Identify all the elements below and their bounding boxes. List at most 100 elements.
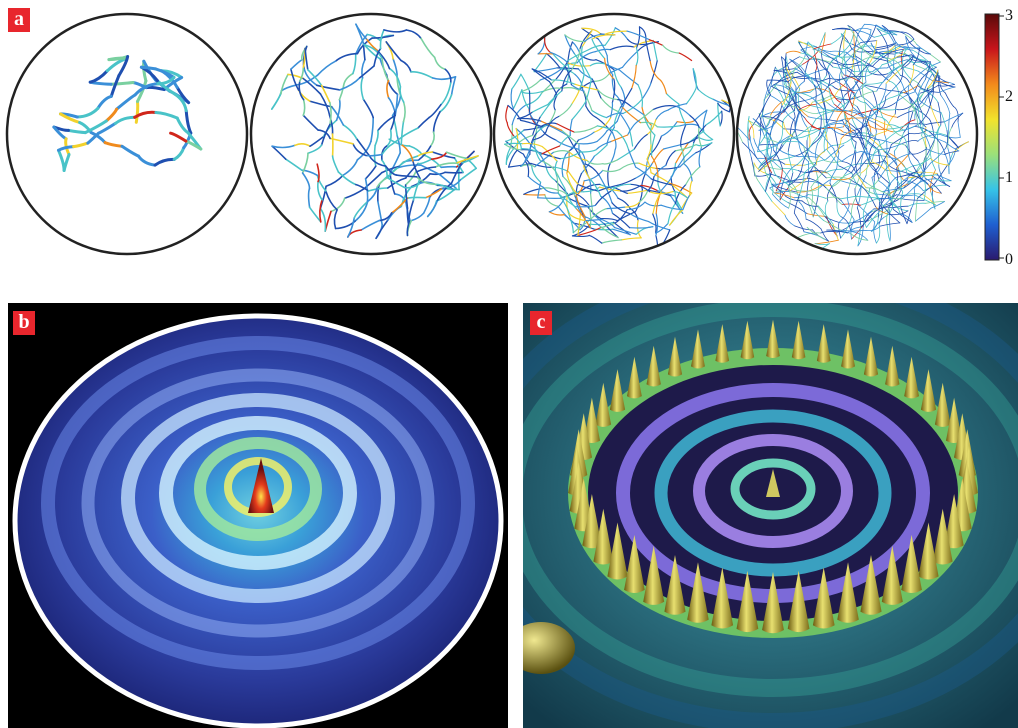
trajectory-segment [894, 91, 916, 104]
trajectory-segment [818, 61, 830, 73]
trajectory-segment [373, 47, 382, 67]
trajectory-segment [356, 140, 372, 161]
trajectory-segment [873, 122, 894, 133]
trajectory-segment [798, 141, 813, 154]
trajectory-segment [758, 121, 777, 131]
trajectory-segment [564, 191, 585, 198]
trajectory-segment [839, 74, 859, 81]
trajectory-segment [850, 195, 858, 218]
trajectory-segment [836, 152, 840, 169]
trajectory-segment [631, 64, 637, 90]
trajectory-segment [398, 155, 419, 168]
trajectory-segment [650, 172, 671, 185]
trajectory-segment [892, 126, 915, 133]
trajectory-segment [926, 148, 946, 155]
trajectory-segment [633, 133, 648, 150]
trajectory-segment [758, 130, 768, 146]
trajectory-segment [852, 141, 857, 161]
trajectory-segment [627, 119, 640, 136]
trajectory-segment [366, 186, 379, 203]
trajectory-segment [541, 187, 559, 191]
trajectory-segment [342, 72, 354, 87]
trajectory-segment [620, 86, 626, 103]
trajectory-segment [589, 62, 606, 67]
trajectory-segment [851, 48, 867, 53]
trajectory-segment [325, 190, 338, 211]
trajectory-segment [906, 174, 929, 185]
trajectory-segment [674, 143, 689, 164]
trajectory-segment [788, 64, 803, 74]
trajectory-segment [852, 106, 874, 120]
panel-a: 3 2 1 0 a [0, 0, 1018, 270]
trajectory-segment [604, 63, 620, 71]
trajectory-segment [847, 25, 860, 38]
trajectory-segment [808, 161, 810, 179]
trajectory-segment [86, 131, 100, 145]
trajectory-segment [585, 105, 597, 118]
trajectory-segment [595, 141, 612, 151]
trajectory-segment [809, 178, 827, 189]
trajectory-segment [335, 98, 341, 121]
trajectory-segment [844, 117, 866, 120]
trajectory-segment [799, 172, 805, 195]
trajectory-segment [674, 195, 683, 210]
adatom-spike [593, 508, 614, 565]
trajectory-segment [537, 197, 561, 199]
trajectory-segment [838, 122, 856, 131]
trajectory-segment [387, 97, 396, 113]
trajectory-segment [869, 40, 878, 64]
trajectory-segment [520, 79, 541, 93]
trajectory-segment [611, 78, 616, 104]
trajectory-segment [900, 213, 913, 223]
trajectory-segment [944, 141, 960, 152]
trajectory-segment [621, 50, 639, 68]
adatom-spike [901, 534, 922, 593]
trajectory-segment [903, 175, 920, 189]
trajectory-segment [614, 27, 629, 40]
trajectory-segment [839, 71, 842, 88]
trajectory-segment [823, 220, 842, 231]
trajectory-segment [605, 187, 613, 204]
trajectory-segment [570, 84, 585, 92]
trajectory-segment [766, 132, 774, 151]
trajectory-segment [888, 90, 908, 94]
trajectory-segment [510, 88, 514, 110]
trajectory-segment [883, 177, 897, 194]
trajectory-segment [827, 103, 844, 112]
trajectory-segment [640, 184, 659, 192]
trajectory-segment [649, 124, 653, 146]
trajectory-segment [846, 186, 850, 207]
trajectory-segment [919, 162, 931, 177]
corral-adatoms [568, 319, 978, 634]
trajectory-segment [840, 33, 853, 45]
trajectory-segment [424, 188, 443, 199]
trajectory-segment [834, 138, 842, 157]
trajectory-segment [567, 62, 591, 67]
trajectory-segment [172, 146, 186, 161]
trajectory-segment [874, 112, 878, 132]
trajectory-segment [540, 120, 563, 131]
trajectory-segment [763, 147, 772, 165]
trajectory-segment [665, 150, 676, 166]
trajectory-segment [520, 119, 542, 127]
trajectory-segment [871, 177, 875, 193]
trajectory-segment [870, 164, 880, 182]
trajectory-segment [840, 130, 855, 139]
trajectory-segment [680, 136, 700, 146]
trajectory-segment [388, 67, 402, 88]
trajectory-segment [748, 120, 755, 139]
trajectory-segment [607, 163, 611, 187]
trajectory-segment [838, 221, 855, 224]
trajectory-segment [856, 106, 864, 122]
trajectory-segment [542, 186, 559, 194]
trajectory-segment [355, 23, 365, 46]
trajectory-segment [597, 38, 608, 57]
trajectory-segment [603, 223, 619, 239]
trajectory-segment [354, 201, 369, 222]
trajectory-segment [578, 73, 585, 91]
trajectory-segment [396, 134, 401, 154]
trajectory-segment [827, 118, 845, 125]
trajectory-segment [872, 168, 890, 184]
trajectory-segment [408, 145, 423, 156]
trajectory-segment [154, 67, 176, 79]
